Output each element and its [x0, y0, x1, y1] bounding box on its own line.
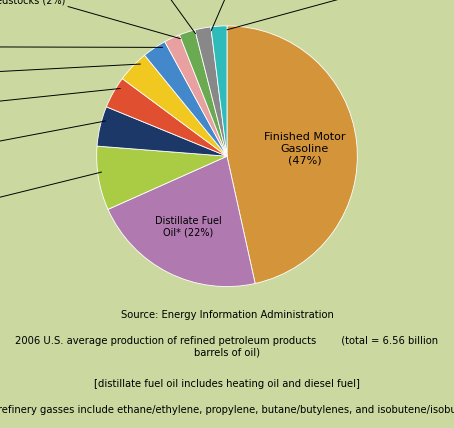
Text: Kerosene-Type
Jet Fuel (8%): Kerosene-Type Jet Fuel (8%): [0, 172, 102, 222]
Wedge shape: [122, 55, 227, 156]
Wedge shape: [179, 30, 227, 156]
Wedge shape: [211, 26, 227, 156]
Wedge shape: [165, 35, 227, 156]
Text: [liquid refinery gasses include ethane/ethylene, propylene, butane/butylenes, an: [liquid refinery gasses include ethane/e…: [0, 405, 454, 415]
Text: Still Gas (4%): Still Gas (4%): [0, 89, 120, 112]
Text: Petroleum
Coke (5%): Petroleum Coke (5%): [0, 121, 106, 160]
Text: Asphalt and Road Oil (3%): Asphalt and Road Oil (3%): [0, 42, 163, 52]
Text: 2006 U.S. average production of refined petroleum products        (total = 6.56 : 2006 U.S. average production of refined …: [15, 336, 439, 357]
Text: [distillate fuel oil includes heating oil and diesel fuel]: [distillate fuel oil includes heating oi…: [94, 379, 360, 389]
Text: Liquefied Refinery
Gases* (2%): Liquefied Refinery Gases* (2%): [89, 0, 196, 34]
Wedge shape: [108, 156, 255, 287]
Text: Source: Energy Information Administration: Source: Energy Information Administratio…: [121, 310, 333, 320]
Text: Petrochemical
Feedstocks (2%): Petrochemical Feedstocks (2%): [0, 0, 180, 39]
Wedge shape: [195, 27, 227, 156]
Wedge shape: [145, 42, 227, 156]
Wedge shape: [106, 79, 227, 156]
Wedge shape: [97, 107, 227, 156]
Text: Propane (2%): Propane (2%): [211, 0, 284, 31]
Wedge shape: [227, 26, 357, 283]
Text: Finished Motor
Gasoline
(47%): Finished Motor Gasoline (47%): [264, 132, 345, 166]
Text: Other (2%): Other (2%): [227, 0, 430, 30]
Text: Distillate Fuel
Oil* (22%): Distillate Fuel Oil* (22%): [155, 216, 222, 238]
Text: Residual Fuel Oil (4%): Residual Fuel Oil (4%): [0, 64, 140, 80]
Wedge shape: [97, 146, 227, 209]
